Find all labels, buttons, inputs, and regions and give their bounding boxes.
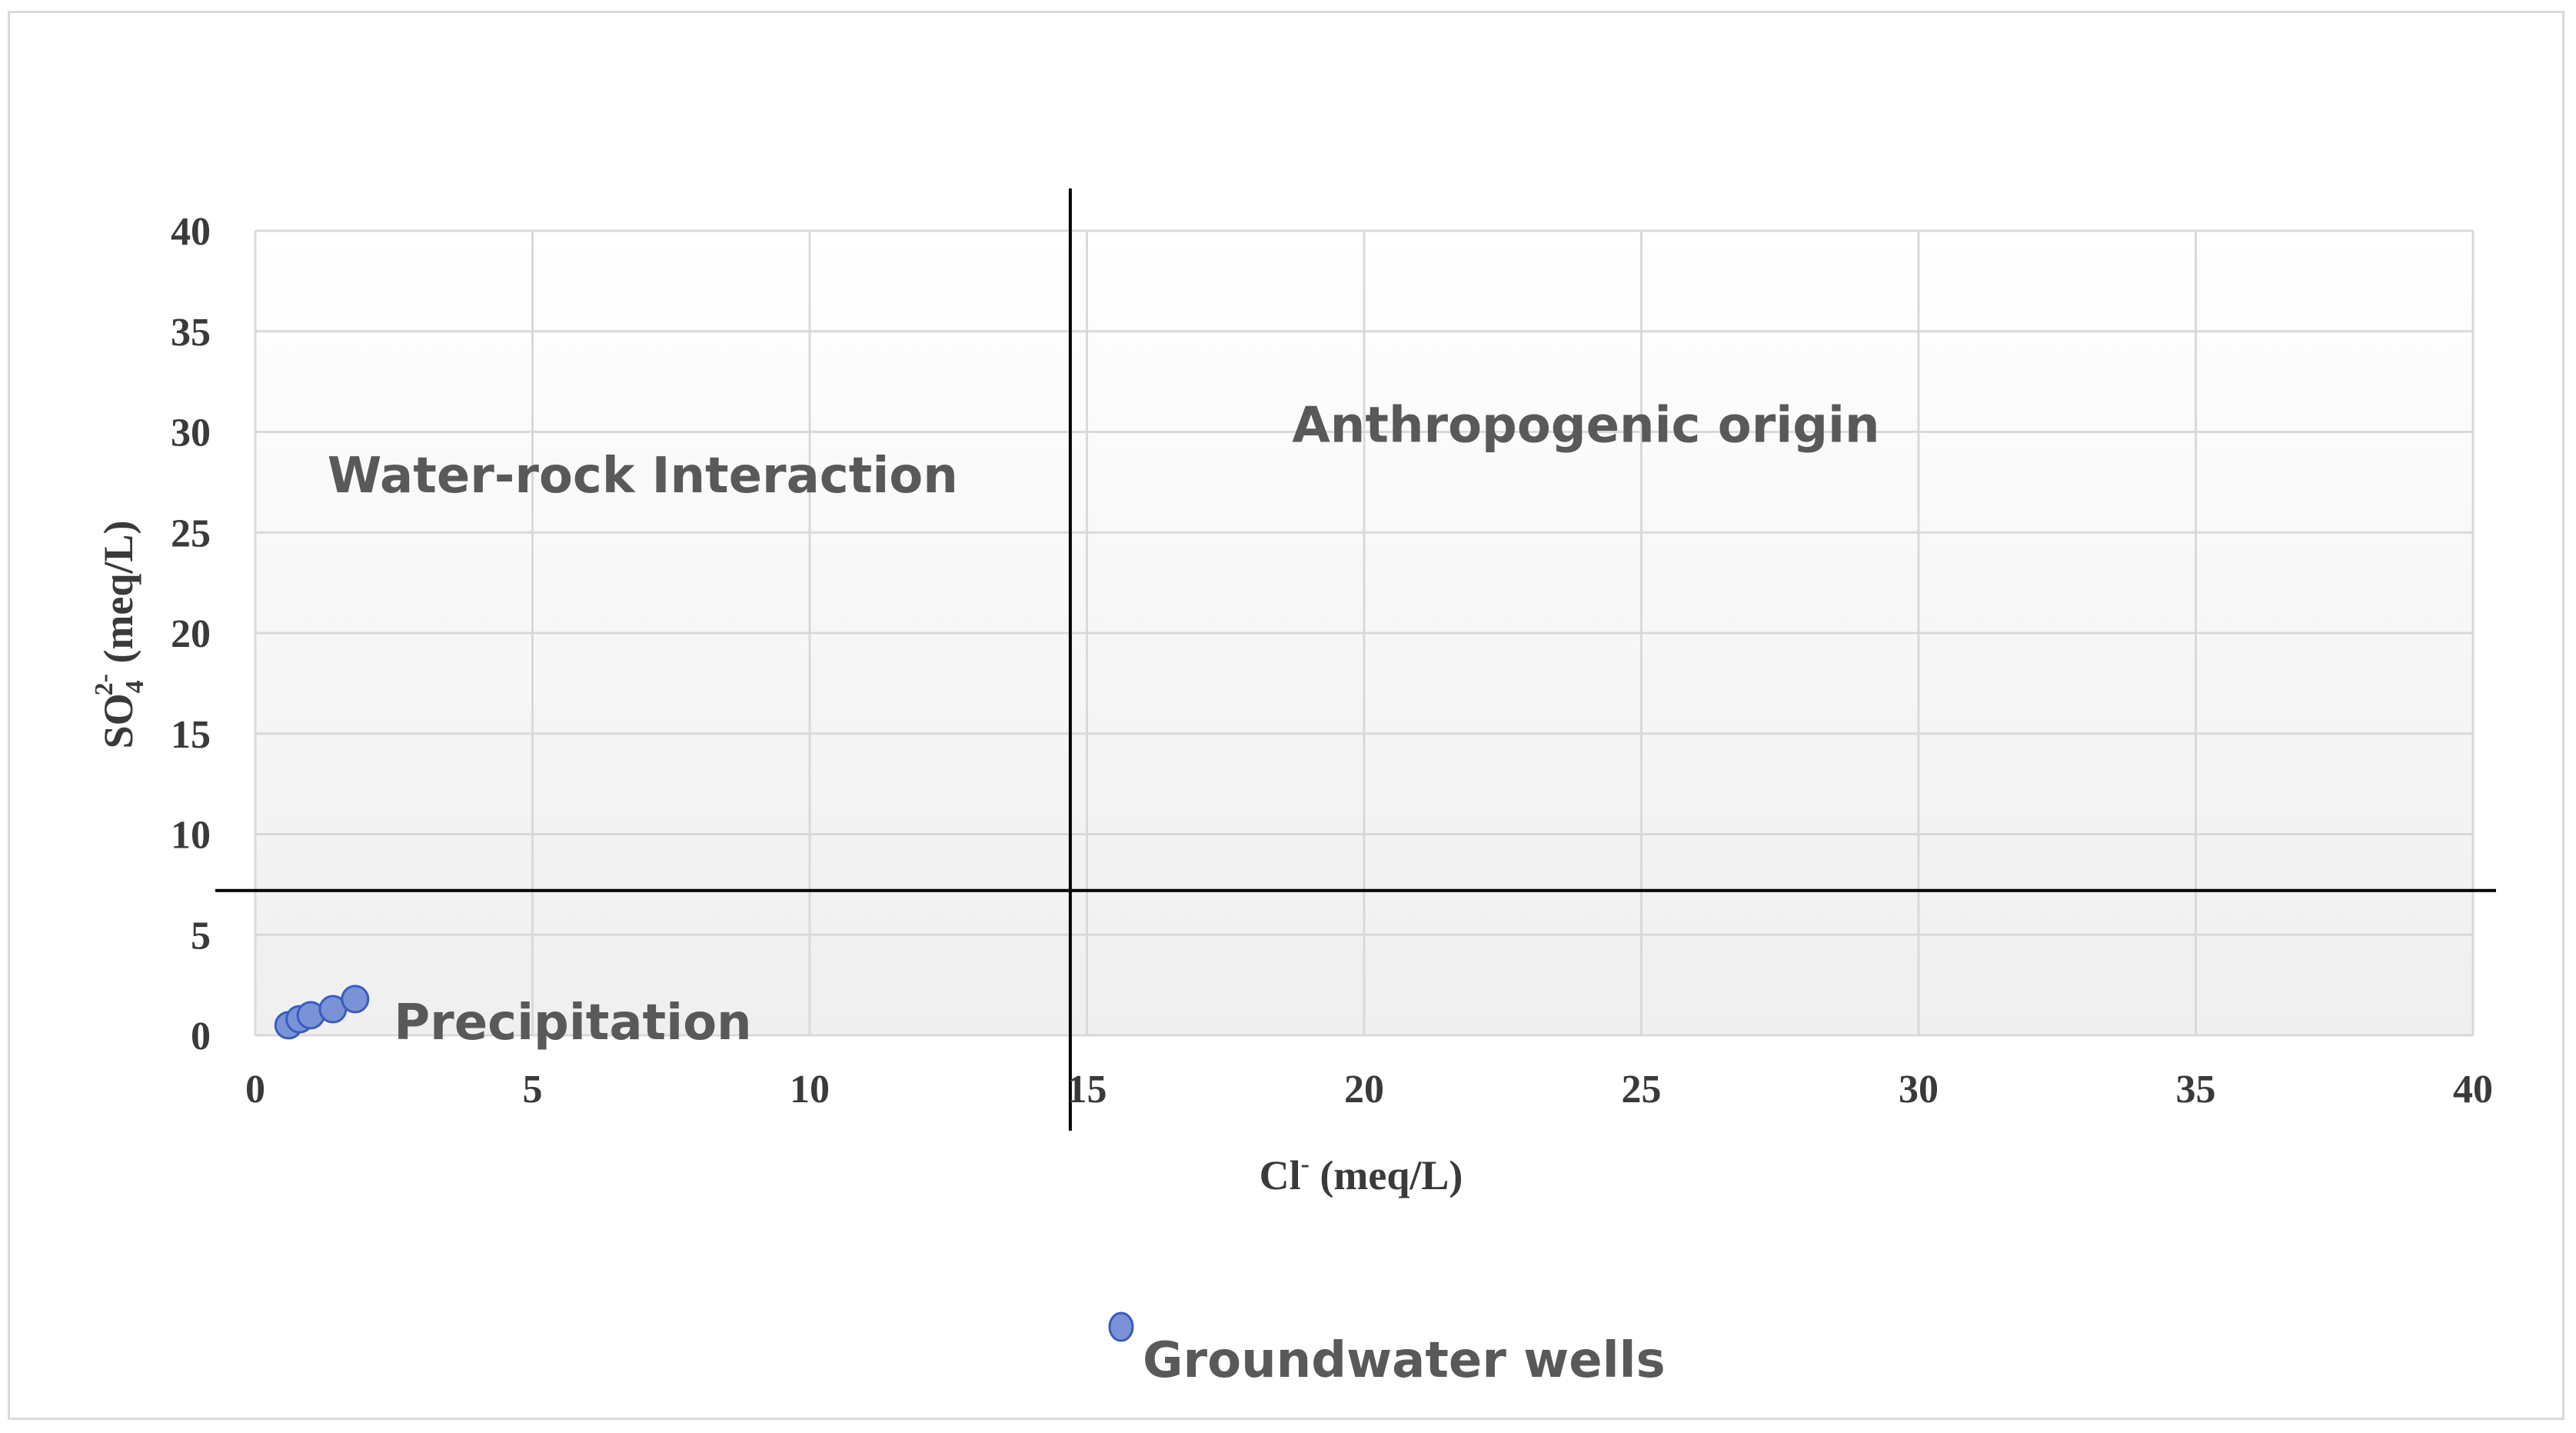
x-tick-label: 40 <box>2453 1068 2493 1111</box>
gridlines <box>254 229 2474 1037</box>
x-tick-label: 20 <box>1344 1068 1384 1111</box>
tick-labels: 0 5 10 15 20 25 30 35 40 0 5 10 15 20 25 30 35 40 <box>171 210 2493 1111</box>
y-tick-label: 30 <box>171 412 211 455</box>
legend-label: Groundwater wells <box>1143 1332 1666 1389</box>
y-tick-label: 5 <box>191 914 211 958</box>
y-tick-label: 20 <box>171 612 211 656</box>
annotation-label: Water-rock Interaction <box>328 448 958 505</box>
y-tick-label: 10 <box>171 814 211 858</box>
x-tick-label: 35 <box>2176 1068 2216 1111</box>
y-axis-title: SO42- (meq/L) <box>90 521 149 749</box>
legend: Groundwater wells <box>1108 1311 1666 1389</box>
x-tick-label: 0 <box>245 1068 265 1111</box>
x-tick-label: 30 <box>1899 1068 1939 1111</box>
annotation-label: Precipitation <box>394 995 751 1051</box>
quadrant-divider-lines <box>215 188 2496 1131</box>
y-tick-label: 40 <box>171 210 211 254</box>
x-tick-label: 10 <box>790 1068 830 1111</box>
x-axis-title: Cl- (meq/L) <box>1260 1150 1463 1198</box>
y-tick-label: 15 <box>171 713 211 757</box>
x-tick-label: 15 <box>1067 1068 1107 1111</box>
y-tick-label: 25 <box>171 512 211 555</box>
y-tick-label: 0 <box>191 1015 211 1058</box>
x-tick-label: 5 <box>523 1068 543 1111</box>
x-tick-label: 25 <box>1622 1068 1662 1111</box>
legend-marker <box>1108 1311 1134 1342</box>
data-point <box>341 985 370 1014</box>
data-points <box>274 985 370 1040</box>
annotations: Water-rock Interaction Anthropogenic orig… <box>328 398 1880 1052</box>
annotation-label: Anthropogenic origin <box>1292 398 1879 455</box>
y-tick-label: 35 <box>171 311 211 355</box>
